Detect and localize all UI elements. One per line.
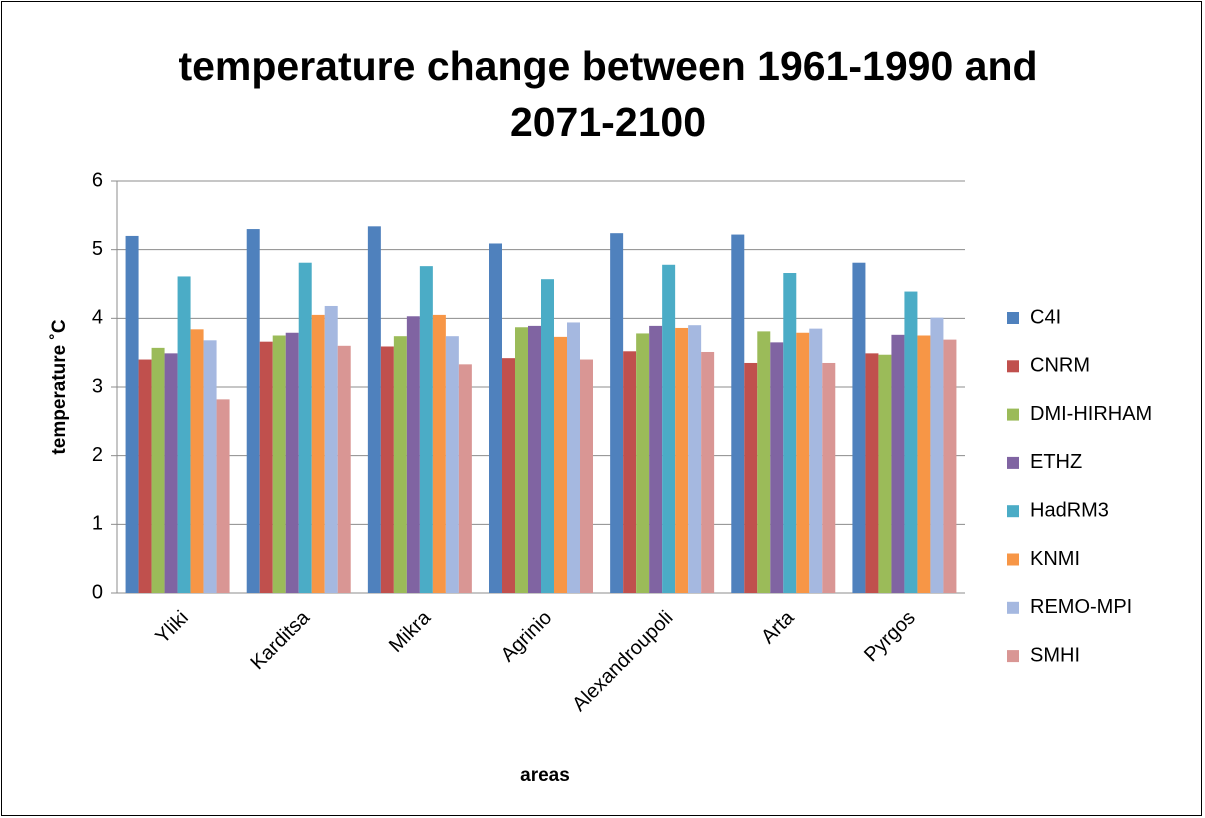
- x-tick-label: Karditsa: [247, 606, 315, 674]
- bar: [125, 235, 139, 593]
- bar: [272, 335, 286, 593]
- y-axis-label: temperature ˚C: [49, 319, 70, 454]
- bar: [757, 331, 771, 593]
- bar: [688, 325, 702, 593]
- bar: [380, 346, 394, 593]
- bar: [515, 327, 528, 593]
- chart-title: temperature change between 1961-1990 and…: [178, 43, 1038, 145]
- x-tick-label: Yliki: [151, 607, 192, 648]
- bar: [852, 262, 866, 593]
- bar: [770, 342, 784, 593]
- legend-label: HadRM3: [1030, 499, 1109, 521]
- legend-label: ETHZ: [1030, 451, 1082, 473]
- x-tick-label: Mikra: [385, 606, 436, 657]
- bar: [878, 354, 892, 593]
- y-tick-label: 6: [92, 169, 103, 191]
- bar: [489, 243, 502, 593]
- legend-label: CNRM: [1030, 355, 1090, 377]
- bar: [445, 336, 459, 593]
- x-tick-label: Agrinio: [497, 607, 557, 667]
- bar: [502, 358, 515, 593]
- bar: [610, 233, 624, 594]
- bar: [567, 322, 580, 593]
- legend-label: C4I: [1030, 306, 1061, 328]
- bar: [865, 353, 879, 593]
- bar: [285, 332, 299, 593]
- x-tick-label: Alexandroupoli: [568, 607, 677, 716]
- y-tick-label: 1: [92, 513, 103, 535]
- bar: [675, 327, 689, 593]
- bar: [930, 317, 944, 593]
- bar: [151, 347, 165, 593]
- bar: [190, 329, 204, 593]
- bar: [298, 262, 312, 593]
- bar: [337, 345, 351, 593]
- bar: [216, 399, 230, 593]
- bar: [138, 359, 152, 593]
- bar: [649, 325, 663, 593]
- bar: [904, 291, 918, 593]
- bar: [783, 273, 797, 593]
- bar: [891, 334, 905, 593]
- bar: [822, 362, 836, 593]
- bar: [246, 229, 260, 594]
- bar: [203, 340, 217, 593]
- legend-swatch: [1007, 650, 1019, 663]
- bar: [528, 325, 541, 593]
- x-tick-label: Pyrgos: [860, 607, 920, 667]
- bar: [324, 305, 338, 593]
- y-tick-label: 5: [92, 238, 103, 260]
- legend-swatch: [1007, 553, 1019, 566]
- legend-label: KNMI: [1030, 548, 1080, 570]
- bar: [367, 226, 381, 593]
- bar: [580, 359, 593, 593]
- legend-swatch: [1007, 505, 1019, 518]
- bar: [177, 276, 191, 593]
- bar: [259, 341, 273, 593]
- bar: [636, 333, 650, 593]
- bar: [701, 351, 715, 593]
- bar: [406, 316, 420, 593]
- legend-swatch: [1007, 408, 1019, 421]
- bar: [662, 264, 676, 593]
- legend-label: REMO-MPI: [1030, 596, 1132, 618]
- bar: [796, 332, 810, 593]
- bar: [809, 328, 823, 593]
- x-tick-label: Arta: [757, 606, 799, 648]
- legend-label: SMHI: [1030, 644, 1080, 666]
- bar: [419, 266, 433, 593]
- bar: [623, 351, 637, 593]
- y-tick-label: 0: [92, 581, 103, 603]
- legend-swatch: [1007, 601, 1019, 614]
- y-tick-label: 3: [92, 375, 103, 397]
- bar: [554, 336, 567, 593]
- x-axis-label: areas: [520, 765, 570, 786]
- bar: [917, 335, 931, 593]
- legend-swatch: [1007, 456, 1019, 469]
- bar: [541, 279, 554, 593]
- bar: [164, 353, 178, 593]
- y-tick-label: 4: [92, 307, 103, 329]
- bar: [943, 339, 957, 593]
- legend-swatch: [1007, 312, 1019, 324]
- legend-label: DMI-HIRHAM: [1030, 403, 1152, 425]
- bar: [311, 314, 325, 593]
- bar: [458, 364, 472, 593]
- legend-swatch: [1007, 360, 1019, 373]
- bar: [393, 336, 407, 593]
- bar: [731, 234, 745, 593]
- bar: [432, 314, 446, 593]
- y-tick-label: 2: [92, 444, 103, 466]
- bar: [744, 362, 758, 593]
